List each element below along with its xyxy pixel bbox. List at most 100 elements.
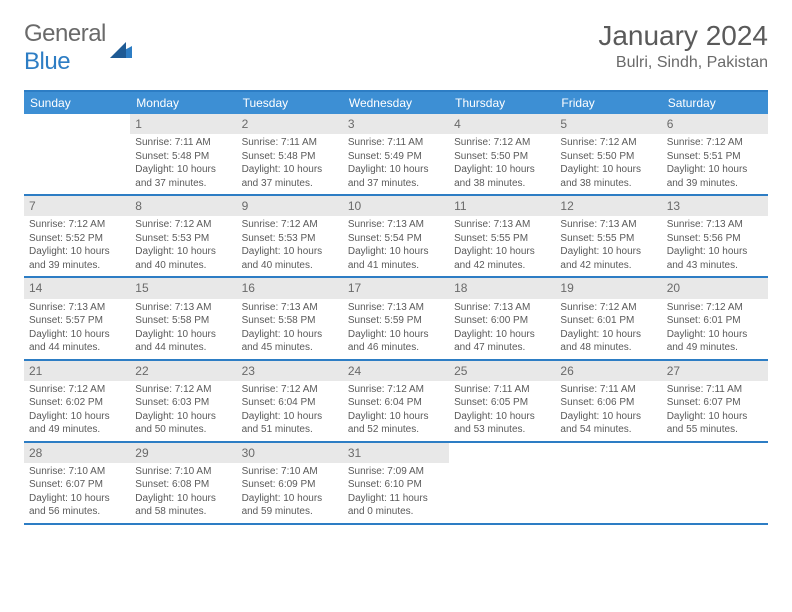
sunrise-text: Sunrise: 7:12 AM	[29, 218, 125, 232]
sunset-text: Sunset: 5:55 PM	[560, 232, 656, 246]
day-number: 28	[24, 443, 130, 463]
day-number: 9	[237, 196, 343, 216]
daylight-text: Daylight: 10 hours and 42 minutes.	[454, 245, 550, 272]
sunrise-text: Sunrise: 7:10 AM	[135, 465, 231, 479]
weeks-container: 1Sunrise: 7:11 AMSunset: 5:48 PMDaylight…	[24, 114, 768, 525]
day-details: Sunrise: 7:12 AMSunset: 6:03 PMDaylight:…	[130, 383, 236, 441]
daylight-text: Daylight: 10 hours and 59 minutes.	[242, 492, 338, 519]
sunrise-text: Sunrise: 7:12 AM	[667, 136, 763, 150]
weekday-header: Sunday	[24, 92, 130, 114]
sunset-text: Sunset: 5:51 PM	[667, 150, 763, 164]
day-number: 20	[662, 278, 768, 298]
day-number: 25	[449, 361, 555, 381]
daylight-text: Daylight: 10 hours and 38 minutes.	[560, 163, 656, 190]
day-cell: 1Sunrise: 7:11 AMSunset: 5:48 PMDaylight…	[130, 114, 236, 194]
daylight-text: Daylight: 10 hours and 37 minutes.	[348, 163, 444, 190]
day-details: Sunrise: 7:10 AMSunset: 6:07 PMDaylight:…	[24, 465, 130, 523]
day-number	[24, 114, 130, 134]
sunrise-text: Sunrise: 7:13 AM	[242, 301, 338, 315]
day-cell: 11Sunrise: 7:13 AMSunset: 5:55 PMDayligh…	[449, 196, 555, 276]
sunset-text: Sunset: 5:53 PM	[135, 232, 231, 246]
weekday-header: Thursday	[449, 92, 555, 114]
month-title: January 2024	[598, 20, 768, 52]
day-details: Sunrise: 7:13 AMSunset: 5:54 PMDaylight:…	[343, 218, 449, 276]
day-cell: 31Sunrise: 7:09 AMSunset: 6:10 PMDayligh…	[343, 443, 449, 523]
day-cell: 5Sunrise: 7:12 AMSunset: 5:50 PMDaylight…	[555, 114, 661, 194]
day-cell	[24, 114, 130, 194]
day-details: Sunrise: 7:13 AMSunset: 5:57 PMDaylight:…	[24, 301, 130, 359]
sunset-text: Sunset: 6:07 PM	[667, 396, 763, 410]
sunrise-text: Sunrise: 7:13 AM	[348, 218, 444, 232]
daylight-text: Daylight: 10 hours and 49 minutes.	[29, 410, 125, 437]
day-cell: 8Sunrise: 7:12 AMSunset: 5:53 PMDaylight…	[130, 196, 236, 276]
sunrise-text: Sunrise: 7:12 AM	[29, 383, 125, 397]
day-number: 3	[343, 114, 449, 134]
day-number: 17	[343, 278, 449, 298]
sunrise-text: Sunrise: 7:10 AM	[242, 465, 338, 479]
day-number: 4	[449, 114, 555, 134]
week-row: 21Sunrise: 7:12 AMSunset: 6:02 PMDayligh…	[24, 361, 768, 443]
sunrise-text: Sunrise: 7:12 AM	[135, 383, 231, 397]
day-details: Sunrise: 7:10 AMSunset: 6:09 PMDaylight:…	[237, 465, 343, 523]
day-cell	[449, 443, 555, 523]
daylight-text: Daylight: 10 hours and 42 minutes.	[560, 245, 656, 272]
daylight-text: Daylight: 10 hours and 39 minutes.	[667, 163, 763, 190]
day-details: Sunrise: 7:10 AMSunset: 6:08 PMDaylight:…	[130, 465, 236, 523]
day-cell: 6Sunrise: 7:12 AMSunset: 5:51 PMDaylight…	[662, 114, 768, 194]
day-cell	[555, 443, 661, 523]
weekday-header-row: SundayMondayTuesdayWednesdayThursdayFrid…	[24, 92, 768, 114]
daylight-text: Daylight: 10 hours and 40 minutes.	[242, 245, 338, 272]
day-cell: 23Sunrise: 7:12 AMSunset: 6:04 PMDayligh…	[237, 361, 343, 441]
day-details: Sunrise: 7:12 AMSunset: 6:04 PMDaylight:…	[343, 383, 449, 441]
sunset-text: Sunset: 6:07 PM	[29, 478, 125, 492]
daylight-text: Daylight: 10 hours and 52 minutes.	[348, 410, 444, 437]
day-number: 23	[237, 361, 343, 381]
sunset-text: Sunset: 5:49 PM	[348, 150, 444, 164]
sunset-text: Sunset: 5:48 PM	[135, 150, 231, 164]
day-details: Sunrise: 7:12 AMSunset: 6:01 PMDaylight:…	[555, 301, 661, 359]
day-number: 15	[130, 278, 236, 298]
day-cell: 7Sunrise: 7:12 AMSunset: 5:52 PMDaylight…	[24, 196, 130, 276]
sunset-text: Sunset: 5:57 PM	[29, 314, 125, 328]
week-row: 28Sunrise: 7:10 AMSunset: 6:07 PMDayligh…	[24, 443, 768, 525]
day-cell: 13Sunrise: 7:13 AMSunset: 5:56 PMDayligh…	[662, 196, 768, 276]
day-cell: 20Sunrise: 7:12 AMSunset: 6:01 PMDayligh…	[662, 278, 768, 358]
title-block: January 2024 Bulri, Sindh, Pakistan	[598, 20, 768, 72]
weekday-header: Saturday	[662, 92, 768, 114]
sunset-text: Sunset: 5:55 PM	[454, 232, 550, 246]
day-cell: 19Sunrise: 7:12 AMSunset: 6:01 PMDayligh…	[555, 278, 661, 358]
day-cell: 4Sunrise: 7:12 AMSunset: 5:50 PMDaylight…	[449, 114, 555, 194]
location: Bulri, Sindh, Pakistan	[598, 54, 768, 72]
sunset-text: Sunset: 6:08 PM	[135, 478, 231, 492]
day-cell	[662, 443, 768, 523]
day-cell: 2Sunrise: 7:11 AMSunset: 5:48 PMDaylight…	[237, 114, 343, 194]
day-details: Sunrise: 7:13 AMSunset: 5:55 PMDaylight:…	[555, 218, 661, 276]
weekday-header: Tuesday	[237, 92, 343, 114]
day-details: Sunrise: 7:11 AMSunset: 5:48 PMDaylight:…	[237, 136, 343, 194]
day-number	[662, 443, 768, 463]
daylight-text: Daylight: 10 hours and 47 minutes.	[454, 328, 550, 355]
logo: General Blue	[24, 20, 132, 76]
sunrise-text: Sunrise: 7:12 AM	[667, 301, 763, 315]
daylight-text: Daylight: 10 hours and 46 minutes.	[348, 328, 444, 355]
daylight-text: Daylight: 10 hours and 44 minutes.	[135, 328, 231, 355]
day-details: Sunrise: 7:12 AMSunset: 5:51 PMDaylight:…	[662, 136, 768, 194]
sunset-text: Sunset: 5:58 PM	[242, 314, 338, 328]
daylight-text: Daylight: 10 hours and 53 minutes.	[454, 410, 550, 437]
day-details: Sunrise: 7:11 AMSunset: 5:49 PMDaylight:…	[343, 136, 449, 194]
day-number: 24	[343, 361, 449, 381]
sunset-text: Sunset: 6:10 PM	[348, 478, 444, 492]
day-number: 26	[555, 361, 661, 381]
sunrise-text: Sunrise: 7:11 AM	[560, 383, 656, 397]
sunrise-text: Sunrise: 7:12 AM	[348, 383, 444, 397]
day-cell: 18Sunrise: 7:13 AMSunset: 6:00 PMDayligh…	[449, 278, 555, 358]
day-cell: 3Sunrise: 7:11 AMSunset: 5:49 PMDaylight…	[343, 114, 449, 194]
daylight-text: Daylight: 10 hours and 51 minutes.	[242, 410, 338, 437]
sunrise-text: Sunrise: 7:12 AM	[242, 383, 338, 397]
day-details: Sunrise: 7:11 AMSunset: 6:07 PMDaylight:…	[662, 383, 768, 441]
daylight-text: Daylight: 10 hours and 48 minutes.	[560, 328, 656, 355]
day-number: 10	[343, 196, 449, 216]
sunset-text: Sunset: 5:50 PM	[560, 150, 656, 164]
day-details: Sunrise: 7:13 AMSunset: 5:55 PMDaylight:…	[449, 218, 555, 276]
day-details: Sunrise: 7:11 AMSunset: 6:06 PMDaylight:…	[555, 383, 661, 441]
